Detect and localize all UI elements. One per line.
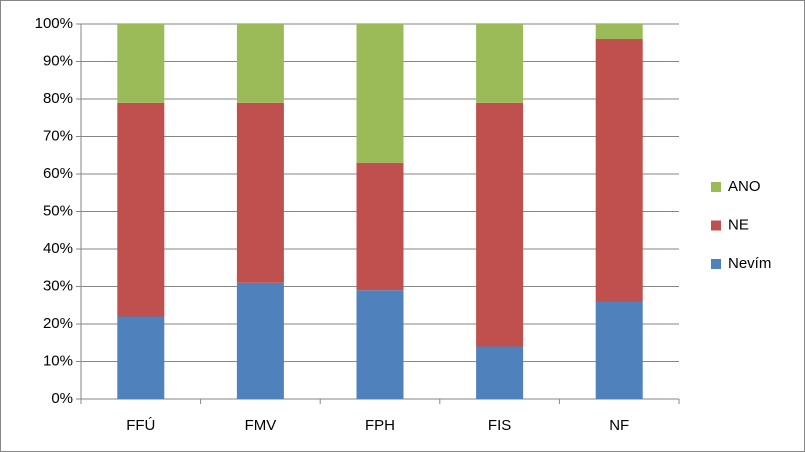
y-tick-label: 80% [43,90,73,107]
bar-segment [476,346,524,399]
y-tick-label: 20% [43,315,73,332]
legend-label: ANO [728,178,761,195]
bar-segment [356,24,404,163]
bar-segment [236,282,284,399]
bar-segment [236,24,284,103]
legend-label: NE [728,216,749,233]
y-tick-label: 100% [35,15,73,32]
x-tick-label: FFÚ [126,417,155,434]
bar-segment [117,102,165,317]
bar-segment [595,39,643,302]
bar-segment [356,162,404,291]
bar-segment [236,102,284,283]
bar-segment [476,102,524,347]
bar-segment [117,24,165,103]
legend-label: Nevím [728,255,771,272]
bar-segment [595,24,643,39]
y-tick-label: 30% [43,277,73,294]
y-tick-label: 50% [43,202,73,219]
bar-segment [476,24,524,103]
y-tick-label: 10% [43,352,73,369]
bar-segment [117,316,165,399]
bar-segment [356,290,404,399]
x-tick-label: FIS [488,417,511,434]
legend-swatch [711,220,721,231]
x-tick-label: FPH [365,417,395,434]
y-tick-label: 0% [51,390,73,407]
legend-swatch [711,182,721,192]
x-tick-label: NF [609,417,629,434]
bar-segment [595,301,643,399]
y-tick-label: 60% [43,165,73,182]
x-tick-label: FMV [245,417,277,434]
legend-swatch [711,259,721,269]
y-tick-label: 40% [43,240,73,257]
y-tick-label: 90% [43,52,73,69]
y-tick-label: 70% [43,127,73,144]
